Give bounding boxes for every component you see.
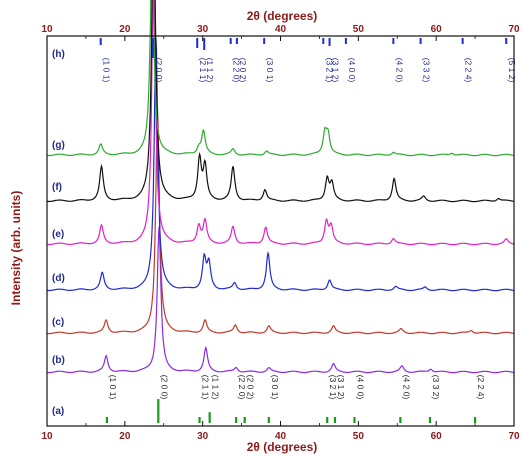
x-tick-label-top: 40 <box>275 24 287 35</box>
ref-h-hkl-label: (2 2 4) <box>464 58 474 83</box>
ref-h-hkl-label: (2 2 0) <box>232 58 242 83</box>
series-g-line <box>47 0 515 157</box>
series-d-line <box>46 38 515 292</box>
panel-label-c: (c) <box>52 317 64 328</box>
x-tick-label-top: 50 <box>353 24 365 35</box>
ref-a-hkl-label: (2 2 0) <box>237 375 247 400</box>
ref-a-hkl-label: (2 2 4) <box>476 375 486 400</box>
series-b-line <box>47 226 515 374</box>
plot-frame-rect <box>46 35 515 427</box>
x-tick-label-bottom: 30 <box>197 431 209 442</box>
ref-a-hkl-label: (2 0 2) <box>246 375 256 400</box>
x-tick-label-top: 20 <box>119 24 131 35</box>
ref-a-hkl-label: (3 0 1) <box>270 375 280 400</box>
x-tick-label-bottom: 20 <box>119 431 131 442</box>
ref-h-hkl-label: (4 2 0) <box>394 58 404 83</box>
x-tick-label-bottom: 10 <box>41 431 53 442</box>
ref-a-hkl-label: (4 2 0) <box>401 375 411 400</box>
series-c-line <box>47 109 515 335</box>
ref-h-hkl-label: (5 1 2) <box>507 58 517 83</box>
ref-a-hkl-label: (4 0 0) <box>355 375 365 400</box>
ref-h-hkl-label: (2 0 2) <box>238 58 248 83</box>
panel-label-g: (g) <box>52 140 65 151</box>
panel-label-b: (b) <box>52 355 65 366</box>
axis-ticks: 10 10 20 20 30 30 40 40 50 50 60 60 70 70 <box>41 24 520 442</box>
ref-a-hkl-label: (3 1 2) <box>336 375 346 400</box>
x-tick-label-top: 70 <box>508 24 520 35</box>
ref-h-hkl-label: (2 1 1) <box>198 58 208 83</box>
panel-labels: (a) (b) (c) (d) (e) (f) (g) (h) <box>52 49 65 417</box>
x-tick-label-bottom: 60 <box>431 431 443 442</box>
ref-h-hkl-label: (3 2 1) <box>324 58 334 83</box>
panel-label-e: (e) <box>52 229 64 240</box>
ref-h-hkl-label: (3 1 2) <box>331 58 341 83</box>
ref-a-hkl-label: (3 2 1) <box>328 375 338 400</box>
x-tick-label-top: 30 <box>197 24 209 35</box>
x-axis-title-top: 2θ (degrees) <box>247 9 318 23</box>
x-tick-label-bottom: 50 <box>353 431 365 442</box>
x-tick-label-top: 60 <box>431 24 443 35</box>
ref-h-hkl-label: (1 1 2) <box>205 58 215 83</box>
ref-h-hkl-label: (3 3 2) <box>422 58 432 83</box>
plot-frame <box>46 35 515 427</box>
chart-curves: (1 0 1) (2 0 0) (2 1 1) (1 1 2) (2 2 0)(2 0 … <box>46 0 517 423</box>
x-tick-label-bottom: 40 <box>275 431 287 442</box>
panel-label-f: (f) <box>52 182 62 193</box>
series-f-line <box>47 0 515 203</box>
x-axis-title-bottom: 2θ (degrees) <box>247 440 318 454</box>
series-e-line <box>46 0 515 246</box>
ref-h-hkl-label: (3 0 1) <box>265 58 275 83</box>
ref-a-hkl-label: (3 3 2) <box>431 375 441 400</box>
panel-label-h: (h) <box>52 49 65 60</box>
y-axis-title: Intensity (arb. units) <box>9 191 23 306</box>
ref-h-hkl-label: (1 0 1) <box>102 58 112 83</box>
ref-h-hkl-label: (2 0 0) <box>154 58 164 83</box>
ref-a-hkl-label: (1 1 2) <box>211 375 221 400</box>
ref-h-hkl-label: (4 0 0) <box>347 58 357 83</box>
ref-a-hkl-label: (2 0 0) <box>159 375 169 400</box>
ref-a-hkl-label: (1 0 1) <box>108 375 118 400</box>
panel-label-a: (a) <box>52 406 64 417</box>
ref-a-hkl-label: (2 1 1) <box>201 375 211 400</box>
x-tick-label-top: 10 <box>41 24 53 35</box>
x-tick-label-bottom: 70 <box>508 431 520 442</box>
panel-label-d: (d) <box>52 273 65 284</box>
